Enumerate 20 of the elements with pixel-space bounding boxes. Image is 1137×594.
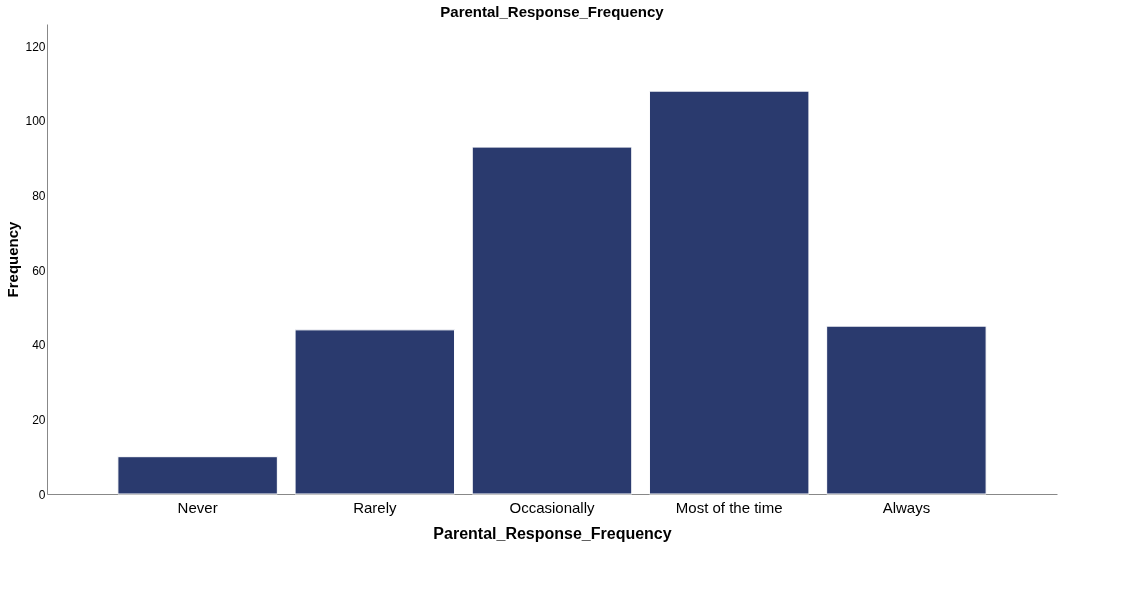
x-tick-label: Rarely bbox=[353, 498, 397, 516]
bar bbox=[471, 146, 633, 495]
bar bbox=[117, 456, 278, 495]
y-tick-label: 40 bbox=[32, 338, 46, 353]
y-tick-label: 0 bbox=[38, 487, 46, 502]
y-axis-title: Frequency bbox=[4, 220, 22, 298]
x-axis-title: Parental_Response_Frequency bbox=[433, 524, 672, 542]
bar bbox=[826, 325, 987, 495]
y-tick-label: 120 bbox=[25, 39, 46, 54]
bar bbox=[294, 329, 456, 495]
x-tick-label: Occasionally bbox=[509, 498, 596, 516]
y-tick-label: 100 bbox=[25, 114, 46, 129]
y-tick-label: 20 bbox=[32, 412, 46, 427]
bar bbox=[648, 90, 810, 495]
x-tick-label: Never bbox=[177, 498, 218, 516]
x-tick-label: Most of the time bbox=[675, 498, 783, 516]
x-tick-label: Always bbox=[882, 498, 931, 516]
y-tick-label: 60 bbox=[32, 263, 46, 278]
chart-title: Parental_Response_Frequency bbox=[440, 3, 665, 20]
y-tick-label: 80 bbox=[32, 189, 46, 204]
